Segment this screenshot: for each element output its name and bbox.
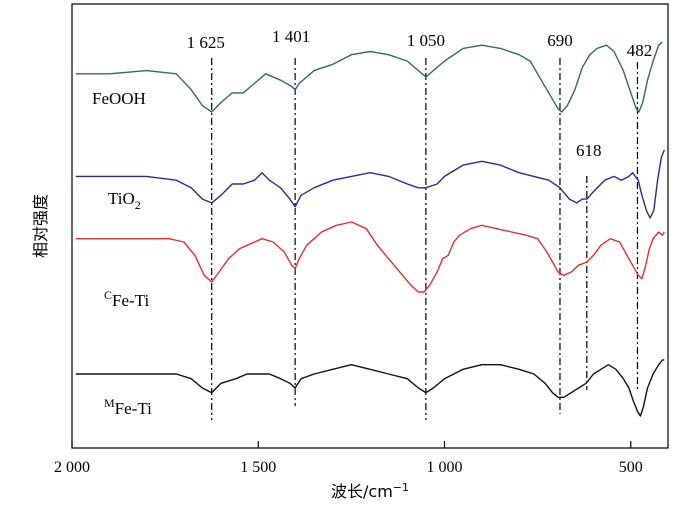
series-labels: FeOOH TiO2 CFe-Ti MFe-Ti: [92, 89, 152, 418]
series-label-3: MFe-Ti: [104, 396, 152, 418]
plot-frame: [71, 3, 669, 449]
peak-label-482: 482: [627, 41, 653, 60]
series-line-2: [75, 221, 665, 293]
x-tick-label-1500: 1 500: [240, 459, 276, 476]
x-tick-label-1000: 1 000: [427, 459, 463, 476]
peak-label-1401: 1 401: [272, 27, 310, 46]
y-axis-label: 相对强度: [31, 194, 50, 258]
series-line-1: [75, 149, 665, 219]
series-label-1: TiO2: [108, 189, 141, 212]
x-tick-label-2000: 2 000: [54, 459, 90, 476]
peak-label-1050: 1 050: [407, 31, 445, 50]
series-label-0: FeOOH: [92, 89, 146, 108]
x-tick-label-500: 500: [619, 459, 643, 476]
peak-labels: 1 625 1 401 1 050 690 618 482: [187, 27, 653, 160]
x-axis-label: 波长/cm−1: [331, 481, 409, 501]
peak-label-1625: 1 625: [187, 33, 225, 52]
peak-label-618: 618: [576, 141, 602, 160]
series-label-2: CFe-Ti: [104, 288, 149, 310]
series-line-3: [75, 359, 665, 417]
x-axis: 2 000 1 500 1 000 500: [54, 441, 643, 476]
series-line-0: [75, 41, 663, 113]
series-lines: [75, 41, 665, 417]
peak-label-690: 690: [547, 31, 573, 50]
reference-lines: [211, 58, 639, 420]
